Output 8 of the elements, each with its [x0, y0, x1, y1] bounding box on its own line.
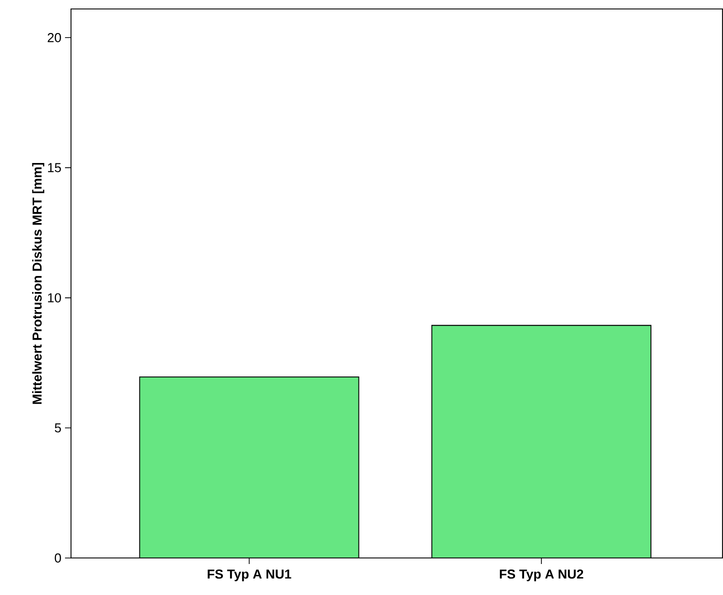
y-tick-label: 0 [54, 553, 61, 563]
y-tick-label: 15 [48, 163, 61, 172]
y-tick-label: 20 [48, 33, 61, 42]
x-tick-label: FS Typ A NU1 [208, 570, 292, 582]
x-tick-label: FS Typ A NU2 [500, 570, 584, 582]
y-tick-label: 5 [54, 423, 61, 432]
y-axis-title: Mittelwert Protrusion Diskus MRT [mm] [32, 162, 44, 404]
y-tick-label: 10 [48, 293, 61, 302]
